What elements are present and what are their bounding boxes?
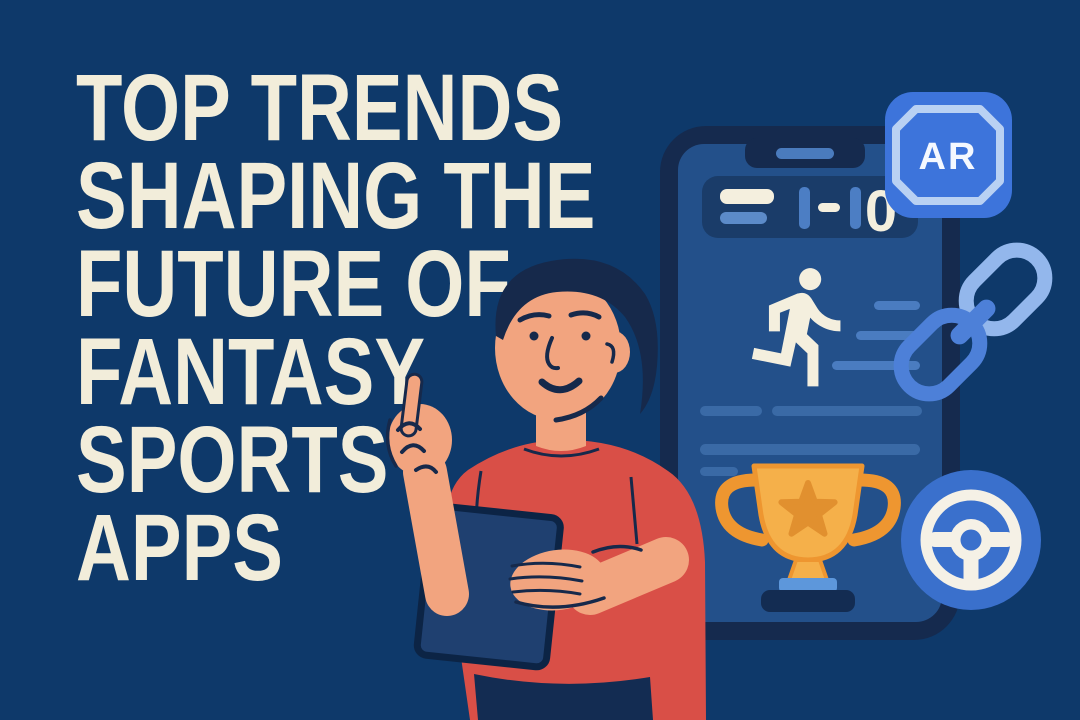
fist-outline: [385, 418, 398, 468]
ar-badge-icon: AR: [885, 92, 1012, 218]
mouth-smile: [538, 377, 583, 394]
text-line: [700, 444, 920, 455]
headline-line-6: APPS: [76, 495, 283, 601]
chin-line: [553, 395, 604, 423]
ar-badge-octagon: [892, 105, 1004, 205]
trophy-base: [761, 590, 855, 612]
man-hair: [495, 258, 658, 414]
ar-badge-label: AR: [919, 136, 978, 178]
tshirt-seam-right: [629, 476, 639, 545]
headline-line-5: SPORTS: [76, 407, 389, 513]
phone-speaker: [776, 148, 834, 159]
steering-wheel-icon: [901, 470, 1041, 610]
eye-right: [581, 331, 591, 341]
hand-outline-bottom: [514, 596, 606, 609]
ar-badge-background: [885, 92, 1012, 218]
trophy-star: [778, 480, 838, 537]
eye-left: [529, 331, 539, 341]
nose-line: [545, 336, 560, 371]
text-line: [700, 467, 738, 476]
scoreboard: 0: [702, 176, 918, 244]
face-features: [517, 310, 604, 423]
smartphone-illustration: 0: [660, 126, 960, 640]
headline-line-4: FANTASY: [76, 319, 426, 425]
pointing-fist: [388, 404, 452, 476]
man-trousers: [474, 674, 653, 720]
list-lines: [700, 406, 922, 476]
chain-link-icon: [893, 242, 1053, 402]
fist-knuckle-lines: [396, 421, 438, 474]
man-illustration: [385, 258, 706, 720]
pointing-finger: [399, 372, 424, 438]
trophy-pedestal: [779, 578, 837, 592]
steering-wheel-hub-center: [960, 529, 982, 551]
ear-inner-line: [605, 342, 616, 364]
trophy-icon: [715, 463, 901, 612]
trophy-handle-right: [847, 473, 901, 547]
scoreboard-separator: [818, 203, 840, 212]
trophy-handle-left: [715, 473, 769, 547]
hand-finger-lines: [508, 561, 584, 596]
text-line: [772, 406, 922, 416]
eyebrow-right: [568, 310, 602, 320]
headline-line-2: SHAPING THE: [76, 143, 596, 249]
scoreboard-team-bar-top: [720, 189, 774, 204]
text-line: [700, 406, 762, 416]
holding-arm: [508, 537, 689, 615]
speed-line: [856, 331, 920, 340]
headline-line-1: TOP TRENDS: [76, 55, 564, 161]
pointing-arm: [385, 372, 469, 616]
scoreboard-home-digit: [799, 187, 810, 229]
scoreboard-away-digit: [850, 187, 861, 229]
headline-line-3: FUTURE OF: [76, 231, 511, 337]
chain-connector: [950, 299, 996, 345]
scoreboard-team-bar-bottom: [720, 212, 767, 224]
trophy-stem: [787, 558, 829, 582]
eyebrow-left: [517, 312, 552, 323]
pointing-forearm: [403, 450, 469, 616]
speed-line: [874, 301, 920, 310]
headline: TOP TRENDS SHAPING THE FUTURE OF FANTASY…: [76, 55, 596, 601]
tshirt-collar-line: [523, 447, 600, 458]
runner-icon: [751, 268, 841, 387]
hand-thumb-line: [591, 544, 643, 554]
